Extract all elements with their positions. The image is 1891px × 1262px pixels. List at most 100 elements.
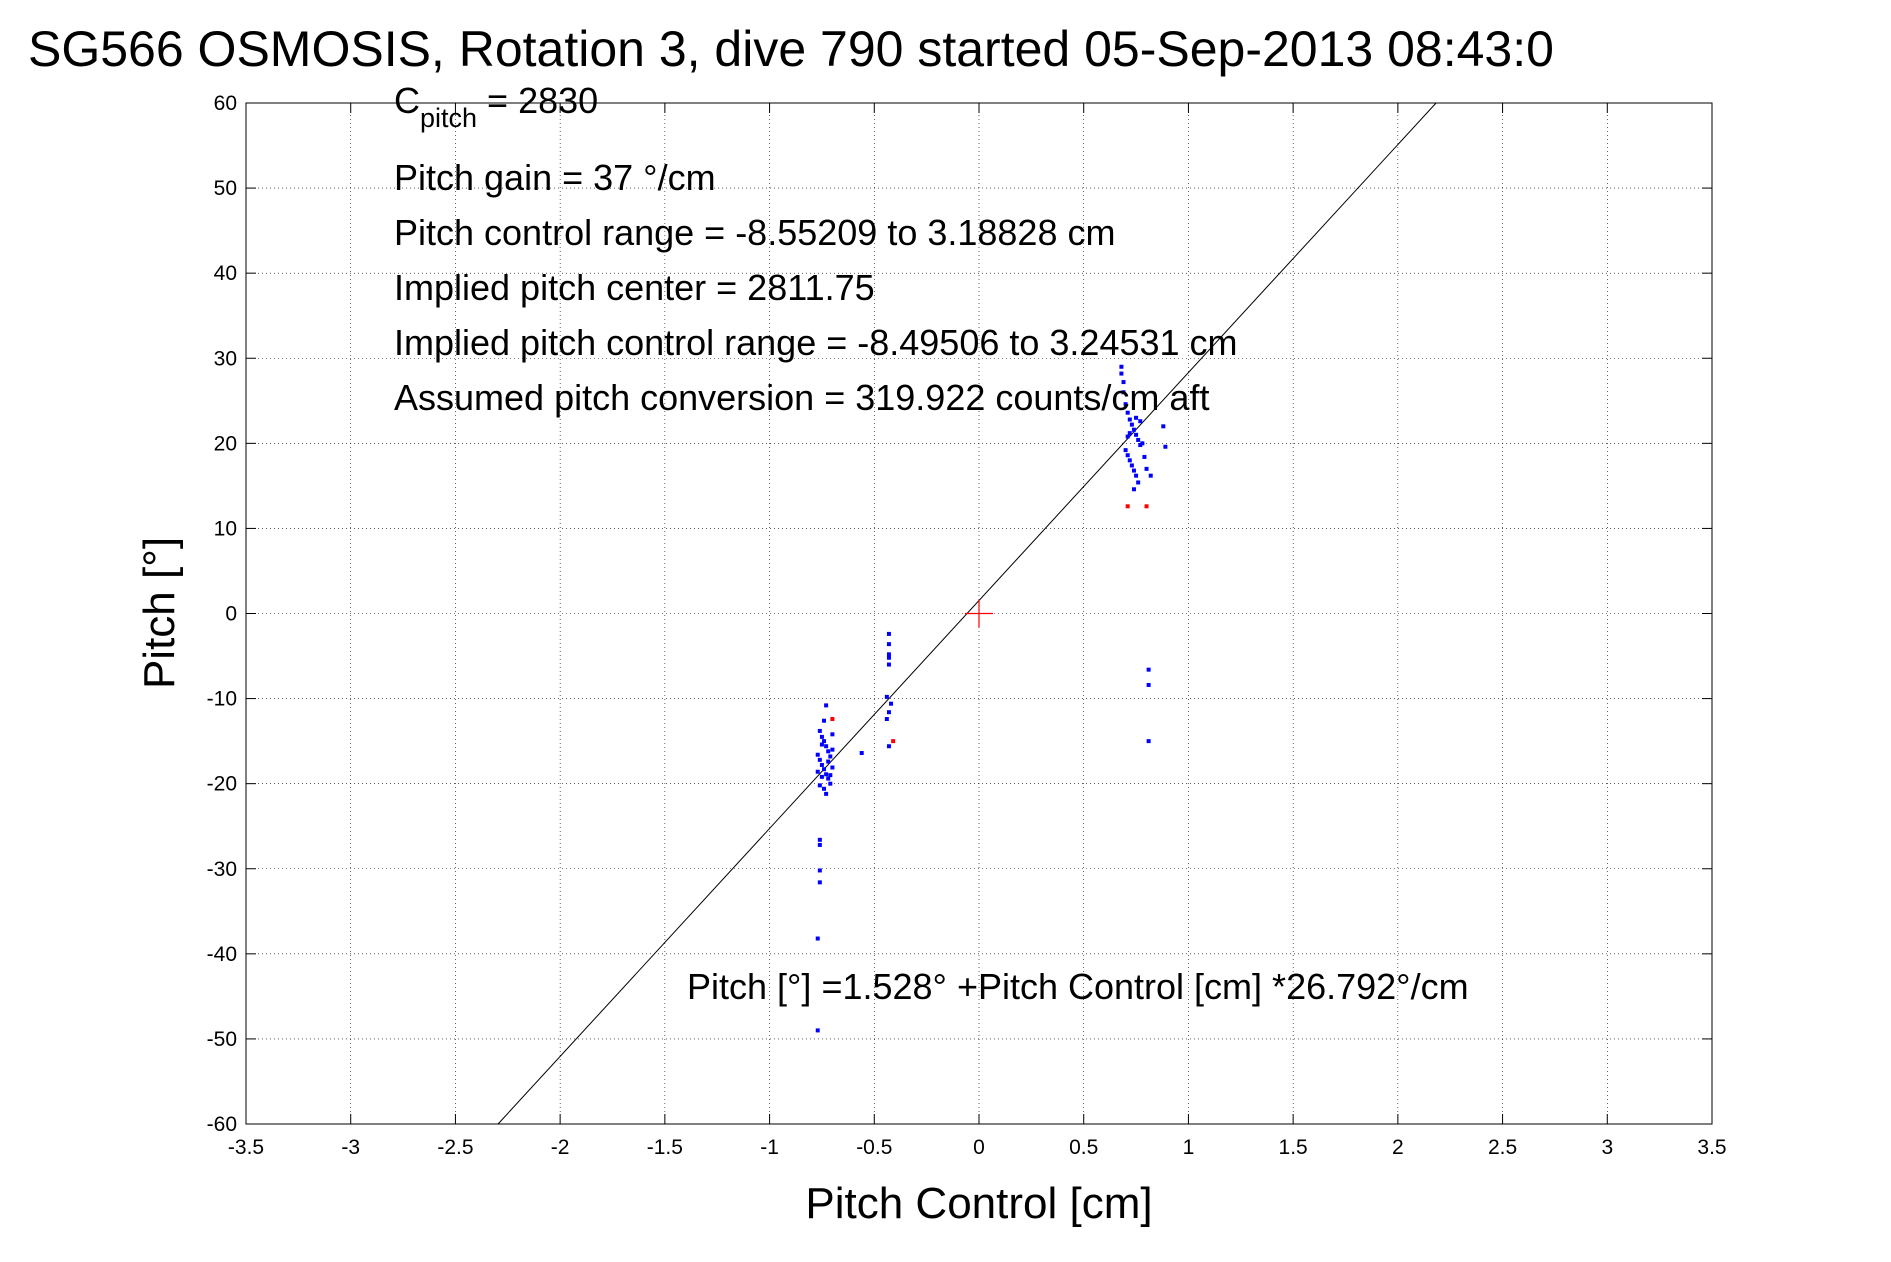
annotation-fit-equation: Pitch [°] =1.528° +Pitch Control [cm] *2… xyxy=(687,966,1469,1007)
x-tick-labels: -3.5 -3 -2.5 -2 -1.5 -1 -0.5 0 0.5 1 1.5 2 2.5 3 3.5 xyxy=(228,1136,1727,1159)
data-point xyxy=(1127,417,1132,422)
cpitch-base: C xyxy=(394,80,420,121)
x-tick-label: 3 xyxy=(1601,1136,1613,1159)
data-point xyxy=(817,757,822,762)
y-tick-labels: 60 50 40 30 20 10 0 -10 -20 -30 -40 -50 -60 xyxy=(207,92,237,1136)
data-point xyxy=(822,739,827,744)
x-tick-label: 2 xyxy=(1392,1136,1404,1159)
data-point xyxy=(1138,443,1143,448)
data-point xyxy=(1127,458,1132,463)
data-point xyxy=(817,783,822,788)
data-point xyxy=(830,765,835,770)
y-tick-label: -60 xyxy=(207,1113,237,1136)
y-tick-label: -20 xyxy=(207,773,237,796)
data-point xyxy=(817,837,822,842)
data-point xyxy=(815,1028,820,1033)
data-point xyxy=(828,781,833,786)
x-tick-label: 3.5 xyxy=(1697,1136,1726,1159)
y-tick-label: 50 xyxy=(214,177,237,200)
x-axis-label: Pitch Control [cm] xyxy=(805,1179,1152,1228)
data-point xyxy=(822,767,827,772)
data-point xyxy=(824,744,829,749)
data-point xyxy=(1136,480,1141,485)
data-point xyxy=(1123,448,1128,453)
data-point xyxy=(817,868,822,873)
data-point xyxy=(1131,487,1136,492)
data-point xyxy=(819,762,824,767)
y-tick-label: 0 xyxy=(225,603,237,626)
data-point xyxy=(1138,419,1143,424)
x-tick-label: -2 xyxy=(551,1136,570,1159)
data-point xyxy=(884,694,889,699)
data-point xyxy=(1134,473,1139,478)
data-point xyxy=(817,842,822,847)
data-point xyxy=(817,880,822,885)
y-tick-label: -10 xyxy=(207,688,237,711)
data-point xyxy=(1125,504,1130,509)
y-tick-label: -40 xyxy=(207,943,237,966)
data-point xyxy=(819,734,824,739)
data-point xyxy=(815,752,820,757)
data-point xyxy=(824,703,829,708)
data-point xyxy=(886,662,891,667)
x-tick-label: 1 xyxy=(1183,1136,1195,1159)
annotation-implied-center: Implied pitch center = 2811.75 xyxy=(394,267,875,308)
data-point xyxy=(830,747,835,752)
annotation-cpitch: Cpitch = 2830 xyxy=(394,80,598,133)
data-point xyxy=(1125,434,1130,439)
data-point xyxy=(1163,444,1168,449)
data-point xyxy=(886,655,891,660)
data-point xyxy=(886,710,891,715)
data-point xyxy=(1131,468,1136,473)
y-tick-label: 40 xyxy=(214,262,237,285)
data-point xyxy=(824,791,829,796)
data-point xyxy=(1134,432,1139,437)
data-point xyxy=(1142,454,1147,459)
x-tick-label: -2.5 xyxy=(437,1136,473,1159)
data-point xyxy=(828,754,833,759)
data-point xyxy=(1144,504,1149,509)
y-axis-label: Pitch [°] xyxy=(135,537,184,689)
data-point xyxy=(1140,441,1145,446)
data-point xyxy=(1134,415,1139,420)
x-tick-label: 2.5 xyxy=(1488,1136,1517,1159)
data-point xyxy=(859,751,864,756)
cpitch-subscript: pitch xyxy=(420,103,477,133)
x-tick-label: 0 xyxy=(973,1136,985,1159)
y-tick-label: 10 xyxy=(214,517,237,540)
y-tick-label: -30 xyxy=(207,858,237,881)
y-tick-label: -50 xyxy=(207,1028,237,1051)
y-tick-label: 20 xyxy=(214,432,237,455)
data-point xyxy=(1146,667,1151,672)
data-point xyxy=(886,652,891,657)
x-tick-label: 1.5 xyxy=(1279,1136,1308,1159)
grid xyxy=(246,103,1712,1124)
x-tick-label: -3.5 xyxy=(228,1136,264,1159)
x-tick-label: -1 xyxy=(760,1136,779,1159)
data-point xyxy=(1129,422,1134,427)
data-point xyxy=(891,739,896,744)
data-point xyxy=(815,936,820,941)
plot-area xyxy=(497,102,1437,1125)
data-point xyxy=(886,642,891,647)
data-point xyxy=(1136,437,1141,442)
data-point xyxy=(819,742,824,747)
data-point xyxy=(1121,380,1126,385)
data-point xyxy=(886,744,891,749)
data-point xyxy=(826,759,831,764)
data-point xyxy=(1146,739,1151,744)
cpitch-value: = 2830 xyxy=(477,80,598,121)
x-tick-label: -3 xyxy=(341,1136,360,1159)
data-point xyxy=(1148,473,1153,478)
data-point xyxy=(1161,424,1166,429)
data-point xyxy=(1119,371,1124,376)
data-point xyxy=(819,774,824,779)
data-point xyxy=(889,701,894,706)
annotation-implied-range: Implied pitch control range = -8.49506 t… xyxy=(394,322,1238,363)
data-point xyxy=(824,772,829,777)
x-tick-label: -1.5 xyxy=(647,1136,683,1159)
ticks xyxy=(245,102,1713,1125)
data-point xyxy=(884,717,889,722)
data-point xyxy=(1146,682,1151,687)
